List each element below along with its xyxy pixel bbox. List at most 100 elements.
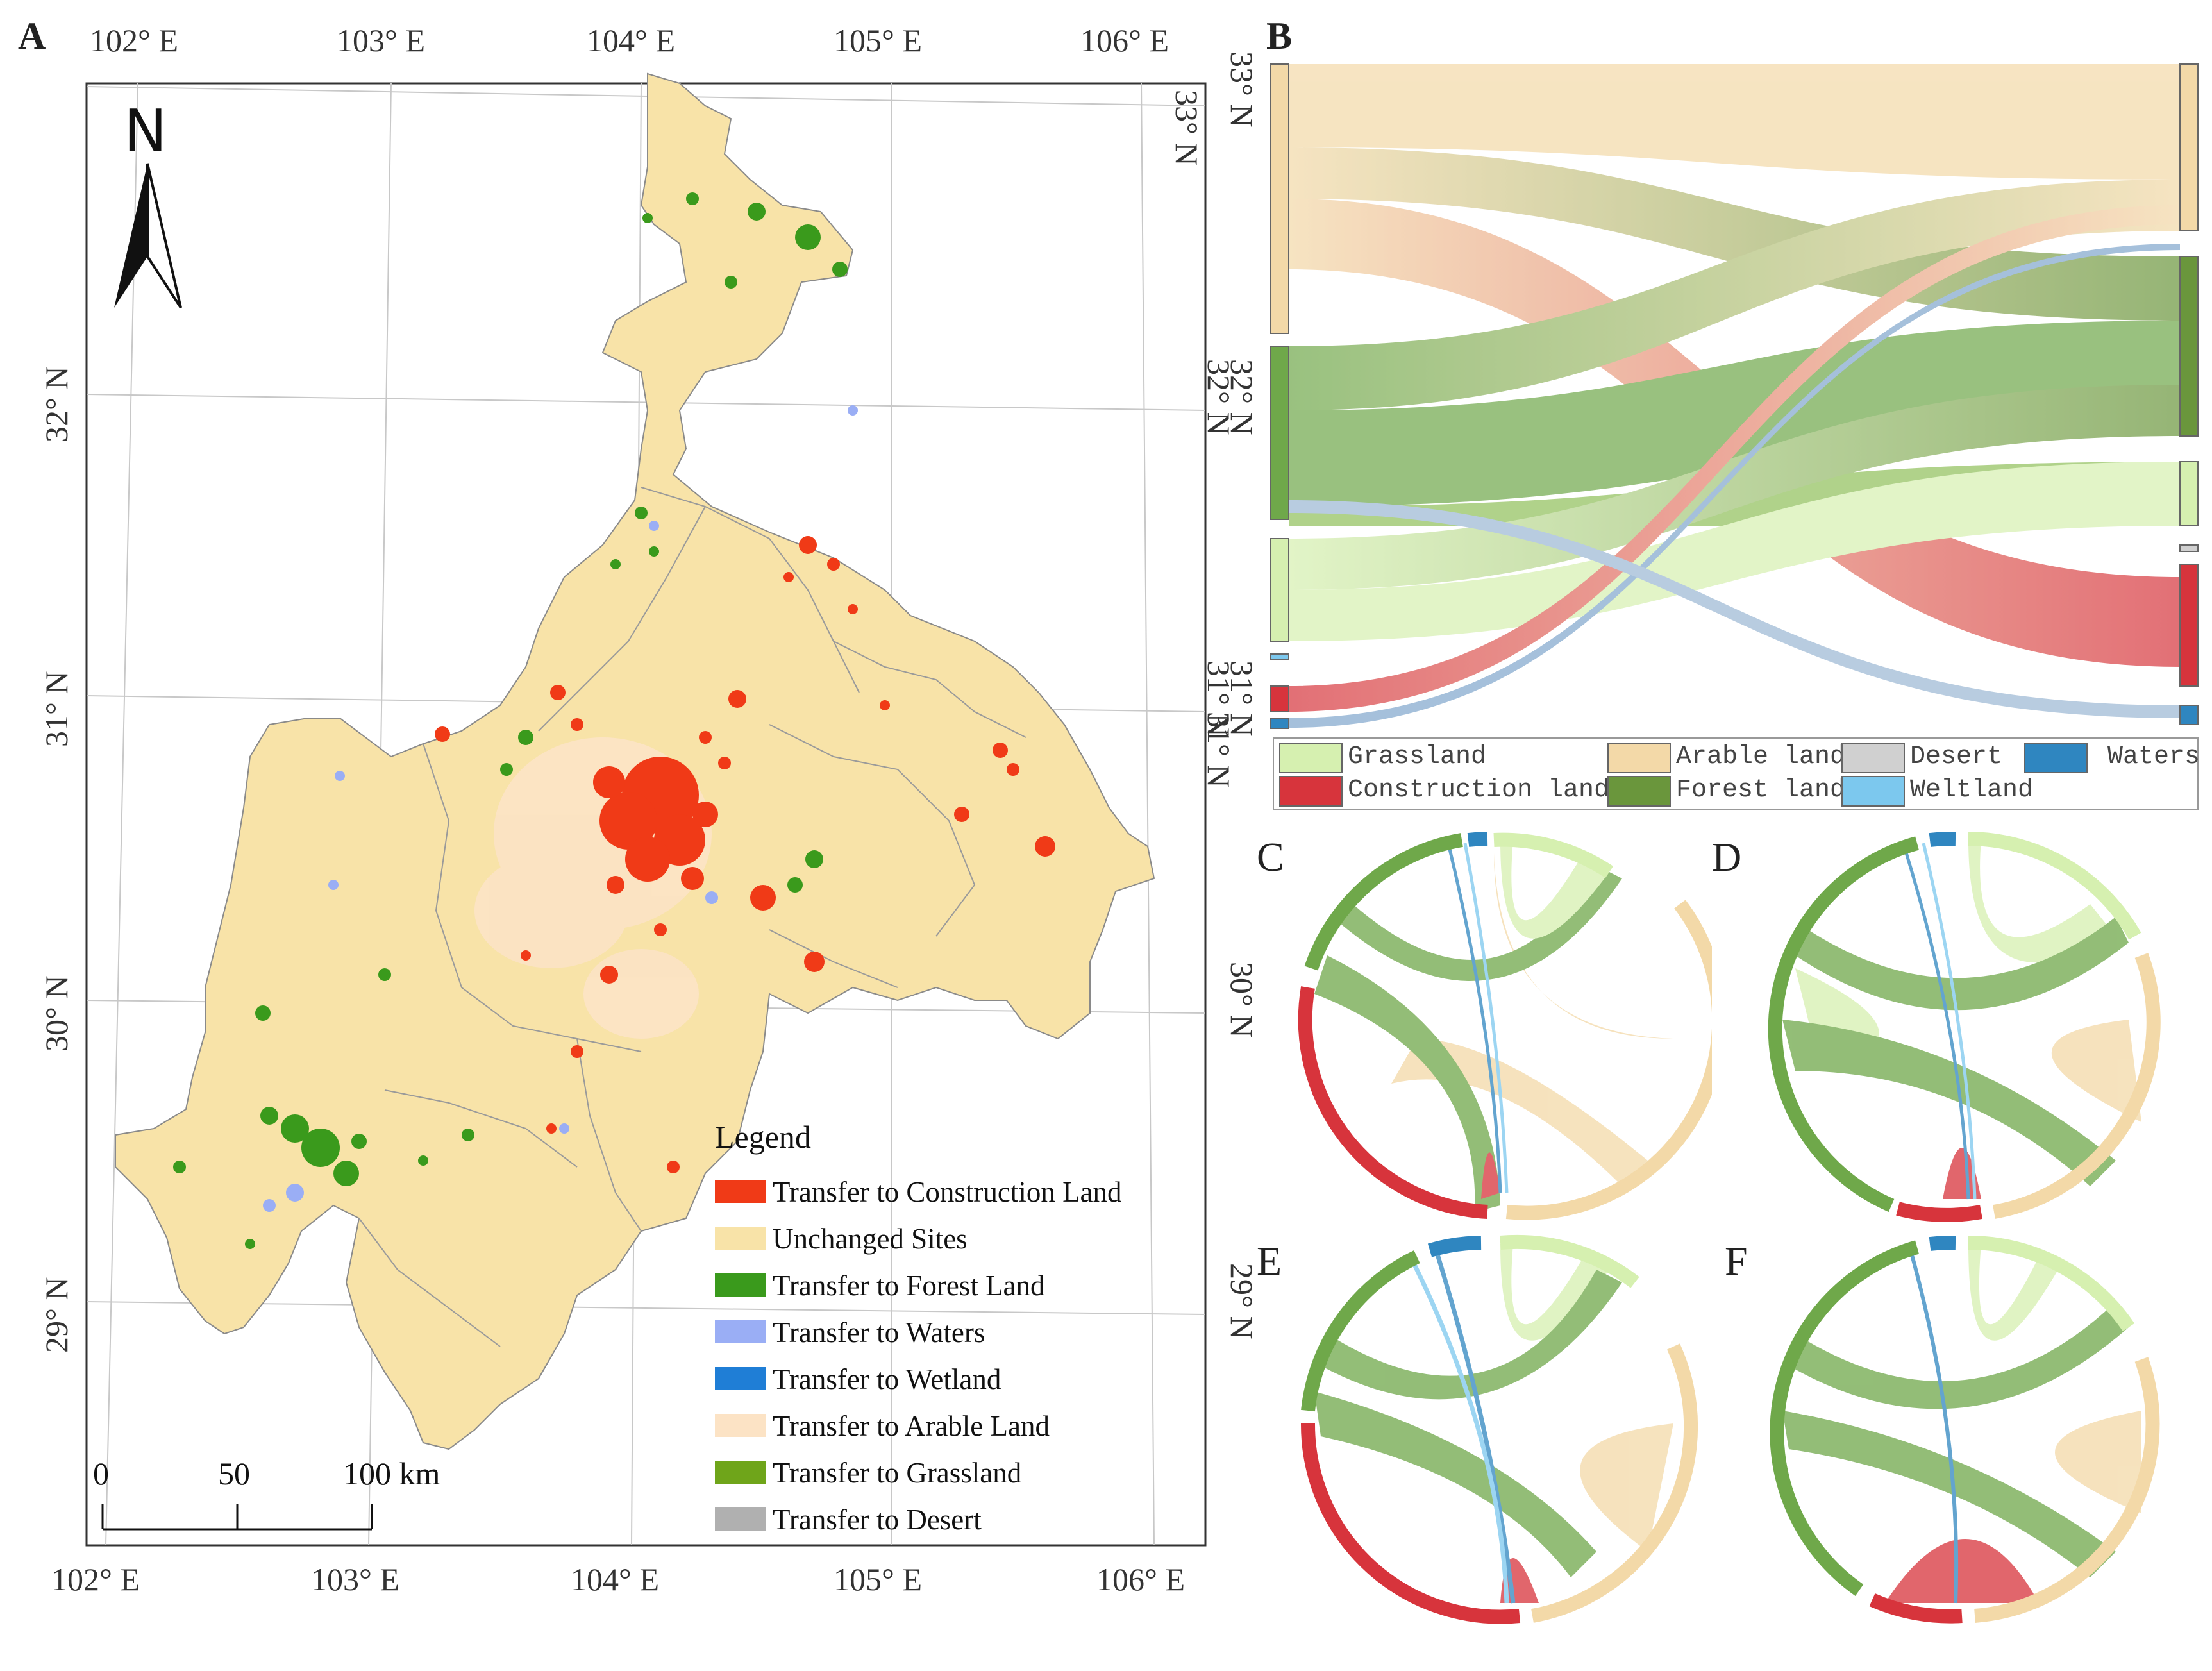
legend-arable: Arable land <box>1676 743 1846 771</box>
legend-swatch <box>715 1227 766 1250</box>
legend-swatch <box>715 1320 766 1343</box>
chord-c-arc-arable <box>1505 900 1712 1220</box>
legend-label: Transfer to Forest Land <box>773 1270 1045 1302</box>
legend-forest: Forest land <box>1676 776 1846 805</box>
chord-c-arc-waters <box>1467 832 1488 847</box>
flow-forest-waters <box>1289 500 2180 718</box>
chord-d-arc-arable <box>1993 953 2161 1219</box>
chord-diagram-c <box>1298 832 1712 1220</box>
left-lat-29: 29° N <box>38 1277 74 1353</box>
chord-d-arc-grass <box>1968 832 2141 940</box>
chord-diagram-d <box>1768 831 2161 1222</box>
top-lon-102: 102° E <box>90 22 178 58</box>
legend-label: Transfer to Grassland <box>773 1457 1021 1489</box>
bottom-longitude-labels: 102° E 103° E 104° E 105° E 106° E <box>51 1561 1185 1597</box>
left-latitude-labels: 32° N 31° N 30° N 29° N <box>38 366 74 1353</box>
bottom-lon-106: 106° E <box>1096 1561 1185 1597</box>
legend-label: Unchanged Sites <box>773 1223 968 1255</box>
chord-e-arc-waters <box>1427 1236 1482 1257</box>
flow-arable-arable <box>1289 64 2180 180</box>
scale-bar: 0 50 100 km <box>93 1456 440 1531</box>
swatch-construction <box>1279 776 1343 807</box>
sankey-lat-32: 32° N <box>1201 359 1237 435</box>
bottom-lon-102: 102° E <box>51 1561 140 1597</box>
swatch-forest <box>1607 776 1671 807</box>
legend-swatch <box>715 1273 766 1297</box>
forest-transfer-patches <box>173 192 848 1249</box>
flow-forest-forest <box>1289 321 2180 507</box>
bottom-lon-105: 105° E <box>834 1561 922 1597</box>
sankey-lat-31b: 31° N <box>1201 712 1237 788</box>
chord-f-arc-construction <box>1869 1593 1963 1624</box>
chord-f-ribbons <box>1782 1244 2141 1604</box>
right-lat-29: 29° N <box>1224 1263 1257 1339</box>
legend-wetland: Weltland <box>1910 776 2034 805</box>
top-longitude-labels: 102° E 103° E 104° E 105° E 106° E <box>90 22 1169 58</box>
legend-waters: Waters <box>2107 743 2200 771</box>
chord-d-arc-forest <box>1768 836 1919 1213</box>
chord-diagram-e <box>1300 1234 1698 1624</box>
chord-c-arc-forest <box>1304 833 1463 971</box>
legend-label: Transfer to Construction Land <box>773 1176 1122 1208</box>
legend-label: Transfer to Arable Land <box>773 1410 1050 1442</box>
sankey-right-nodes <box>2179 63 2199 725</box>
left-lat-30: 30° N <box>38 975 74 1052</box>
chord-e-arc-construction <box>1300 1423 1521 1624</box>
chord-e-arc-grass <box>1500 1234 1639 1288</box>
left-lat-31: 31° N <box>38 671 74 747</box>
chord-f-arc-forest <box>1770 1240 1919 1597</box>
chord-f-arc-grass <box>1968 1235 2135 1332</box>
legend-swatch <box>715 1414 766 1437</box>
legend-label: Transfer to Waters <box>773 1316 985 1348</box>
chord-d-ribbons <box>1782 840 2141 1200</box>
legend-swatch <box>715 1180 766 1203</box>
bottom-lon-103: 103° E <box>311 1561 399 1597</box>
chord-e-ribbons <box>1314 1244 1673 1604</box>
legend-label: Transfer to Wetland <box>773 1363 1001 1395</box>
flow-grass-forest <box>1289 385 2180 590</box>
chord-f-arc-arable <box>1974 1357 2160 1623</box>
swatch-arable <box>1607 743 1671 773</box>
flow-arable-forest <box>1289 147 2180 321</box>
legend-desert: Desert <box>1910 743 2003 771</box>
chord-e-arc-arable <box>1531 1343 1698 1623</box>
chord-c-arc-construction <box>1298 986 1488 1219</box>
sankey-diagram <box>1270 63 2199 729</box>
chord-f-arc-waters <box>1929 1235 1956 1251</box>
sankey-legend: Grassland Arable land Desert Waters Cons… <box>1273 737 2200 810</box>
legend-construction: Construction land <box>1348 776 1610 805</box>
chord-e-arc-forest <box>1301 1250 1420 1412</box>
right-lat-33: 33° N <box>1224 51 1257 128</box>
scale-mid: 50 <box>218 1456 250 1491</box>
chord-d-arc-waters <box>1929 831 1956 847</box>
district-borders <box>358 487 1026 1347</box>
top-lon-103: 103° E <box>337 22 425 58</box>
panel-label-c: C <box>1257 834 1284 880</box>
swatch-grassland <box>1279 743 1343 773</box>
bottom-lon-104: 104° E <box>571 1561 659 1597</box>
legend-swatch <box>715 1367 766 1390</box>
panel-label-e: E <box>1257 1238 1282 1284</box>
scale-end: 100 km <box>343 1456 440 1491</box>
panel-label-f: F <box>1725 1238 1748 1284</box>
sankey-flows <box>1289 64 2180 728</box>
legend-title: Legend <box>715 1119 811 1155</box>
right-lat-30: 30° N <box>1224 962 1257 1038</box>
flow-grass-grass <box>1289 462 2180 641</box>
chord-diagram-f <box>1770 1235 2160 1624</box>
waters-transfer-patches <box>263 405 858 1212</box>
panel-label-b: B <box>1266 15 1293 57</box>
panel-label-a: A <box>18 15 46 57</box>
legend-grassland: Grassland <box>1348 743 1487 771</box>
chord-d-arc-construction <box>1896 1202 1982 1222</box>
north-label: N <box>124 97 167 165</box>
sankey-left-nodes <box>1270 63 1289 729</box>
scale-zero: 0 <box>93 1456 109 1491</box>
map-legend: Legend Transfer to Construction Land Unch… <box>715 1119 1122 1536</box>
legend-label: Transfer to Desert <box>773 1504 982 1536</box>
construction-transfer-patches <box>380 536 1055 1173</box>
panel-label-d: D <box>1712 834 1742 880</box>
right-lat-31: 31° N <box>1224 660 1257 737</box>
top-lon-106: 106° E <box>1080 22 1169 58</box>
flow-forest-arable <box>1289 180 2180 410</box>
